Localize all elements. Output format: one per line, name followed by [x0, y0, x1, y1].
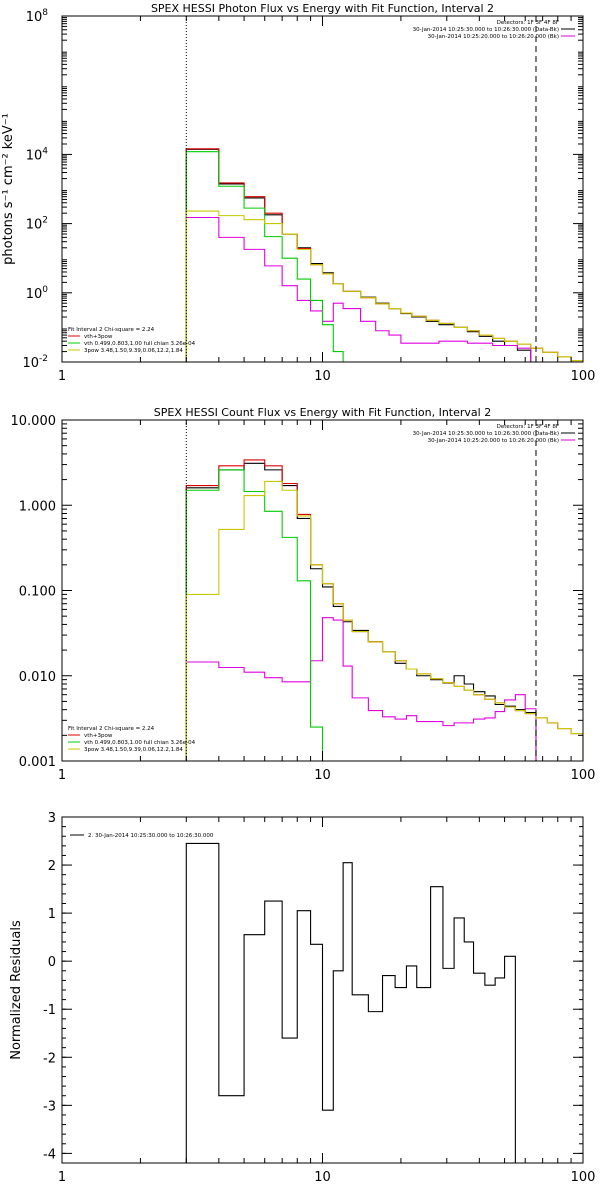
legend-top-right-label: Detectors: 1F 3F 4F 8F — [497, 424, 559, 430]
series-2-30-jan-2014-10-25-30-000-to-10-26-30-000-line — [185, 842, 516, 1163]
legend-top-right-label: 30-Jan-2014 10:25:30.000 to 10:26:30.000… — [413, 27, 559, 33]
y-tick-label: 10-2 — [22, 354, 48, 371]
x-tick-label: 1 — [58, 369, 66, 384]
legend-top-right-label: 30-Jan-2014 10:25:20.000 to 10:26:20.000… — [428, 438, 559, 444]
y-tick-exponent: -2 — [39, 354, 48, 364]
y-tick-label: -1 — [43, 1003, 56, 1018]
legend-bottom-left-label: vth+3pow — [84, 334, 113, 340]
y-axis-label: Normalized Residuals — [9, 920, 24, 1060]
series-vth-line — [185, 151, 344, 362]
series-vth-line — [185, 469, 324, 761]
photon-flux-panel: SPEX HESSI Photon Flux vs Energy with Fi… — [1, 2, 595, 384]
count-flux-panel: SPEX HESSI Count Flux vs Energy with Fit… — [11, 406, 596, 783]
series-vth-3pow-line — [185, 148, 583, 362]
y-tick-base: 10 — [22, 356, 39, 371]
y-tick-label: 102 — [26, 216, 48, 233]
y-tick-exponent: 2 — [42, 216, 48, 226]
series-3pow-line — [185, 480, 583, 761]
x-tick-label: 10 — [314, 369, 331, 384]
series-bk-line — [185, 617, 537, 761]
legend-bottom-left-label: vth 0.499,0.803,1.00 full chian 3.26e-04 — [84, 341, 196, 347]
legend-bottom-left-label: Fit Interval 2 Chi-square = 2.24 — [68, 327, 155, 333]
series-data-bk-line — [185, 462, 537, 761]
y-tick-base: 10 — [26, 10, 43, 25]
y-tick-label: -2 — [43, 1051, 56, 1066]
y-axis-label: photons s⁻¹ cm⁻² keV⁻¹ — [1, 113, 16, 265]
legend-top-right-label: Detectors: 1F 3F 4F 8F — [497, 20, 559, 26]
series-bk-line — [185, 216, 532, 362]
x-tick-label: 10 — [314, 1170, 331, 1185]
y-tick-label: 1 — [48, 907, 56, 922]
legend-bottom-left-label: 3pow 3.48,1.50,9.39,0.06,12.2,1.84 — [84, 348, 183, 354]
y-tick-label: 10.000 — [11, 414, 57, 429]
y-tick-label: 104 — [26, 146, 49, 163]
y-tick-label: 3 — [48, 811, 56, 826]
legend-top-right-label: 30-Jan-2014 10:25:30.000 to 10:26:30.000… — [413, 431, 559, 437]
traces — [185, 459, 583, 761]
y-tick-exponent: 4 — [42, 146, 48, 156]
y-tick-label: 0.010 — [19, 670, 56, 685]
chart-title: SPEX HESSI Count Flux vs Energy with Fit… — [154, 406, 491, 419]
y-tick-label: 0.001 — [19, 755, 56, 770]
y-tick-label: 100 — [26, 285, 49, 302]
y-tick-label: 108 — [26, 8, 49, 25]
x-tick-label: 1 — [58, 1170, 66, 1185]
legend-bottom-left-label: Fit Interval 2 Chi-square = 2.24 — [68, 726, 155, 732]
y-tick-exponent: 8 — [42, 8, 48, 18]
y-tick-label: -4 — [43, 1147, 56, 1162]
traces — [185, 842, 516, 1163]
legend-top-right-label: 30-Jan-2014 10:25:20.000 to 10:26:20.000… — [428, 34, 559, 40]
x-tick-label: 10 — [314, 768, 331, 783]
series-vth-3pow-line — [185, 459, 583, 761]
y-tick-base: 10 — [26, 218, 43, 233]
series-3pow-line — [185, 210, 583, 362]
y-tick-label: 0.100 — [19, 585, 56, 600]
x-tick-label: 100 — [571, 1170, 596, 1185]
series-data-bk-line — [185, 148, 532, 362]
x-tick-label: 100 — [571, 369, 596, 384]
legend-bottom-left-label: vth 0.499,0.803,1.00 full chian 3.26e-04 — [84, 740, 196, 746]
y-tick-label: 2 — [48, 859, 56, 874]
y-tick-label: 1.000 — [19, 499, 56, 514]
legend-bottom-left-label: 3pow 3.48,1.50,9.39,0.06,12.2,1.84 — [84, 747, 183, 753]
legend-top-left-label: 2. 30-Jan-2014 10:25:30.000 to 10:26:30.… — [88, 833, 214, 839]
y-tick-base: 10 — [26, 148, 43, 163]
x-tick-label: 1 — [58, 768, 66, 783]
y-tick-exponent: 0 — [42, 285, 48, 295]
residuals-panel: Normalized Residuals 1 10 100 -4 -3 -2 -1 0 1 2 3 2.… — [9, 811, 595, 1185]
traces — [185, 148, 583, 362]
y-tick-label: 0 — [48, 955, 56, 970]
x-tick-label: 100 — [571, 768, 596, 783]
chart-title: SPEX HESSI Photon Flux vs Energy with Fi… — [151, 2, 494, 15]
y-tick-base: 10 — [26, 287, 43, 302]
legend-bottom-left-label: vth+3pow — [84, 733, 113, 739]
y-tick-label: -3 — [43, 1099, 56, 1114]
